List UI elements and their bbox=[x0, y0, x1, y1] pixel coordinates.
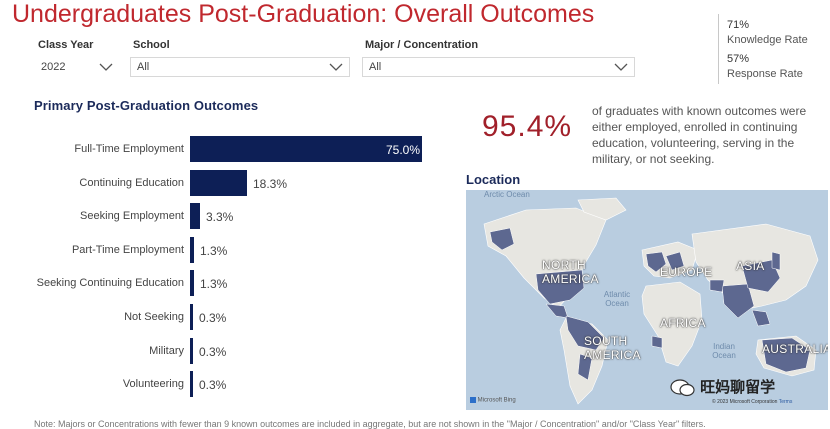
kpi-panel: 71% Knowledge Rate 57% Response Rate bbox=[718, 14, 829, 84]
bar-value-label: 1.3% bbox=[200, 244, 228, 258]
location-title: Location bbox=[466, 172, 521, 187]
footnote: Note: Majors or Concentrations with fewe… bbox=[34, 419, 706, 429]
bar-part-time-employment[interactable] bbox=[190, 237, 194, 263]
bar-category-label: Full-Time Employment bbox=[74, 143, 184, 155]
school-label: School bbox=[133, 39, 170, 51]
bar-military[interactable] bbox=[190, 338, 193, 364]
major-value: All bbox=[369, 61, 382, 73]
watermark: 旺妈聊留学 bbox=[670, 376, 775, 398]
atlantic-ocean-label: Atlantic Ocean bbox=[603, 290, 631, 308]
response-rate-value: 57% bbox=[727, 53, 750, 65]
school-value: All bbox=[137, 61, 150, 73]
bar-value-label: 3.3% bbox=[206, 210, 234, 224]
map-label-europe: EUROPE bbox=[660, 265, 713, 279]
map-provider-logo: Microsoft Bing bbox=[470, 397, 516, 404]
chevron-down-icon bbox=[329, 63, 343, 71]
map-copyright-text: © 2023 Microsoft Corporation bbox=[712, 399, 778, 405]
success-rate-description: of graduates with known outcomes were ei… bbox=[592, 104, 807, 166]
bar-category-label: Volunteering bbox=[122, 378, 184, 390]
outcomes-chart-title: Primary Post-Graduation Outcomes bbox=[34, 98, 259, 113]
map-label-asia: ASIA bbox=[736, 259, 765, 273]
map-label-australia: AUSTRALIA bbox=[762, 342, 828, 356]
bar-seeking-employment[interactable] bbox=[190, 203, 200, 229]
response-rate-label: Response Rate bbox=[727, 68, 803, 80]
map-label-north-america: NORTH AMERICA bbox=[542, 258, 599, 286]
major-label: Major / Concentration bbox=[365, 39, 479, 51]
microsoft-logo-icon bbox=[470, 397, 476, 403]
knowledge-rate-value: 71% bbox=[727, 19, 750, 31]
bar-value-label: 18.3% bbox=[253, 177, 288, 191]
bar-volunteering[interactable] bbox=[190, 371, 193, 397]
map-label-south-america: SOUTH AMERICA bbox=[584, 334, 641, 362]
map-copyright: © 2023 Microsoft Corporation Terms bbox=[712, 399, 792, 405]
success-rate-value: 95.4% bbox=[482, 110, 573, 143]
bar-continuing-education[interactable] bbox=[190, 170, 247, 196]
world-map-graphic bbox=[483, 197, 819, 405]
class-year-value: 2022 bbox=[41, 61, 66, 73]
watermark-text: 旺妈聊留学 bbox=[700, 379, 776, 396]
major-dropdown[interactable]: All bbox=[362, 57, 635, 77]
map-terms-link[interactable]: Terms bbox=[778, 399, 793, 405]
indian-ocean-label: Indian Ocean bbox=[712, 342, 736, 360]
class-year-dropdown[interactable]: 2022 bbox=[34, 57, 120, 77]
location-map[interactable]: Arctic Ocean Atlantic Ocean Indian Ocean… bbox=[466, 190, 828, 410]
bar-category-label: Continuing Education bbox=[79, 177, 184, 189]
chat-bubble-icon bbox=[670, 379, 695, 397]
bar-value-label: 0.3% bbox=[199, 378, 227, 392]
bar-not-seeking[interactable] bbox=[190, 304, 193, 330]
bar-category-label: Part-Time Employment bbox=[71, 244, 184, 256]
knowledge-rate-label: Knowledge Rate bbox=[727, 34, 808, 46]
arctic-ocean-label: Arctic Ocean bbox=[484, 190, 530, 199]
page-title: Undergraduates Post-Graduation: Overall … bbox=[12, 0, 595, 28]
chevron-down-icon bbox=[614, 63, 628, 71]
bar-category-label: Military bbox=[149, 345, 184, 357]
bar-value-label: 1.3% bbox=[200, 277, 228, 291]
bar-value-label: 0.3% bbox=[199, 345, 227, 359]
bar-category-label: Seeking Continuing Education bbox=[36, 277, 184, 289]
school-dropdown[interactable]: All bbox=[130, 57, 350, 77]
chevron-down-icon bbox=[99, 63, 113, 71]
class-year-label: Class Year bbox=[38, 39, 94, 51]
bar-full-time-employment[interactable] bbox=[190, 136, 422, 162]
bar-category-label: Seeking Employment bbox=[80, 210, 184, 222]
bar-seeking-continuing-education[interactable] bbox=[190, 270, 194, 296]
bar-value-label: 0.3% bbox=[199, 311, 227, 325]
map-label-africa: AFRICA bbox=[660, 316, 706, 330]
map-provider-label: Microsoft Bing bbox=[477, 397, 516, 404]
bar-category-label: Not Seeking bbox=[124, 311, 184, 323]
bar-value-label: 75.0% bbox=[386, 143, 421, 157]
